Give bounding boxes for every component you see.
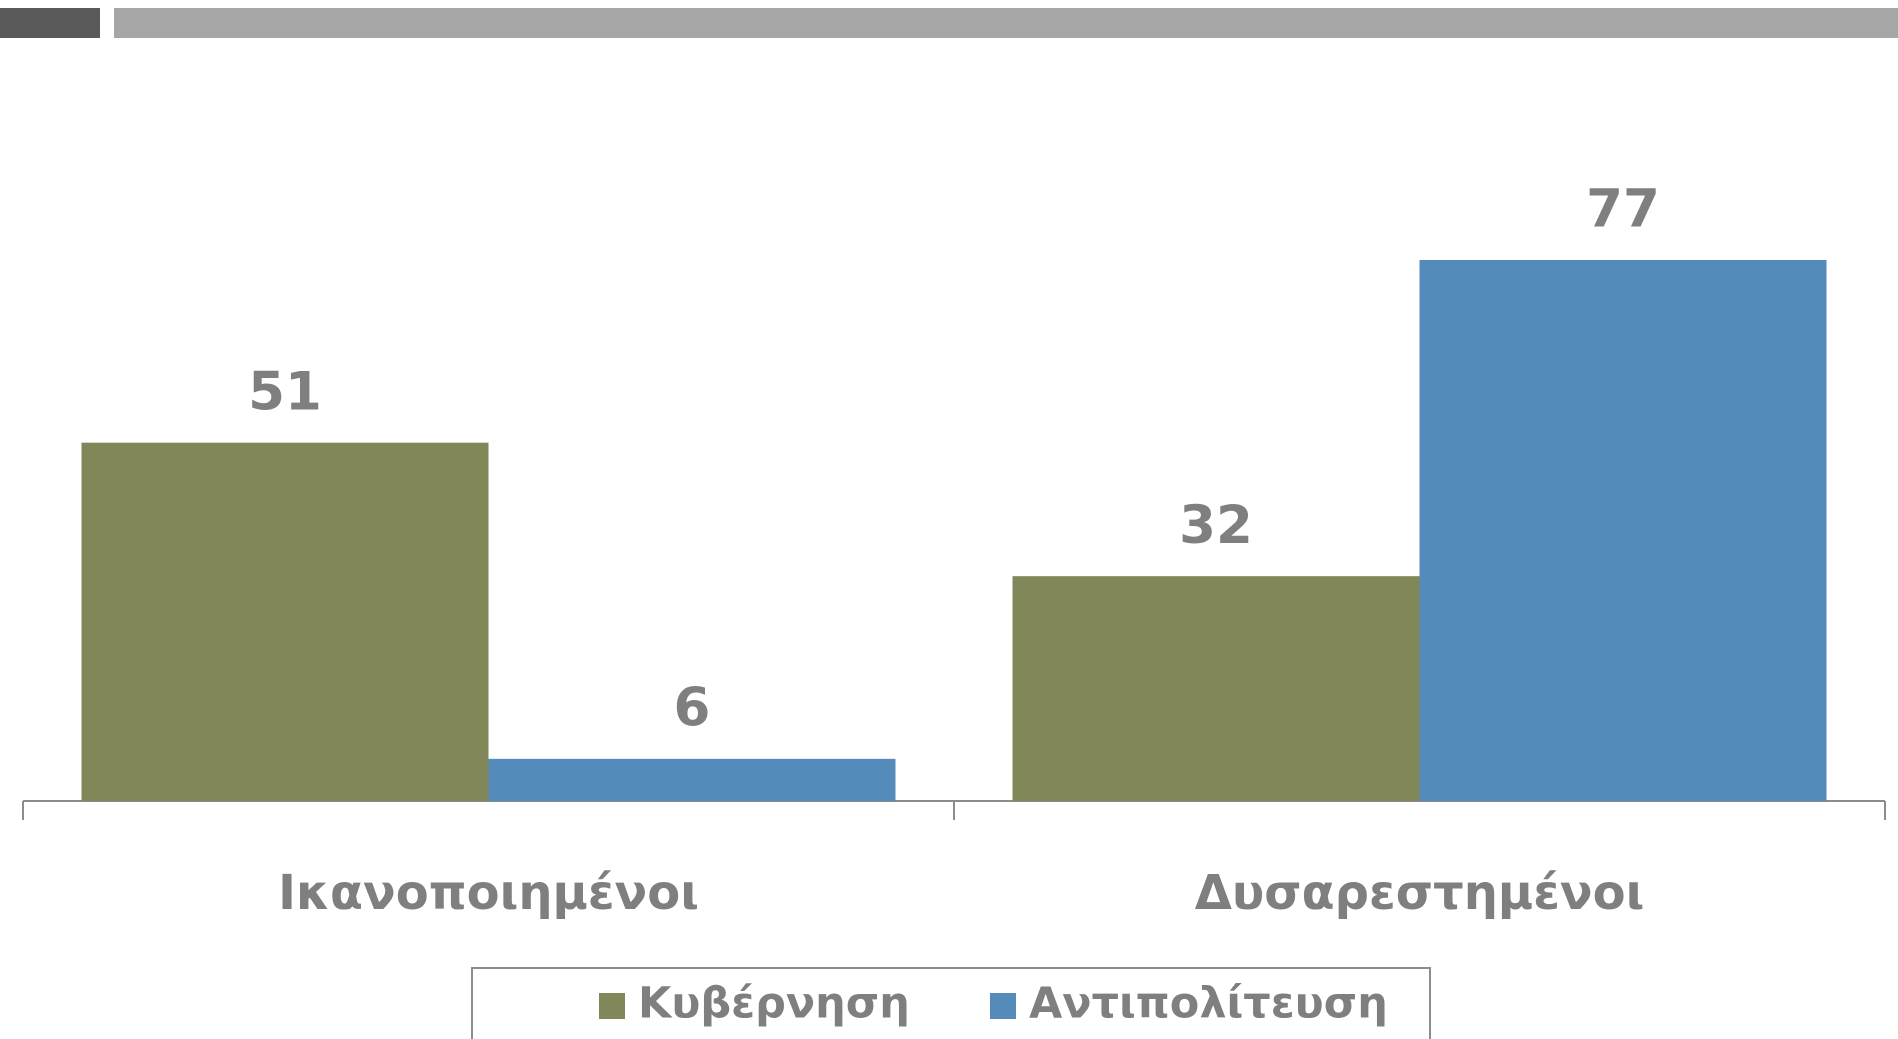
legend-label: Αντιπολίτευση [1029,979,1388,1029]
data-label: 32 [1179,495,1253,556]
bar [1012,576,1420,801]
header-accent [0,8,100,38]
data-label: 51 [248,361,322,422]
header-bar [114,8,1898,38]
x-tick-label: Ικανοποιημένοι [278,865,699,921]
data-label: 6 [674,677,711,738]
legend-swatch [990,993,1016,1019]
legend-swatch [599,993,625,1019]
legend-box [471,967,1431,1039]
x-tick-label: Δυσαρεστημένοι [1195,865,1645,921]
bar [81,442,489,801]
data-label: 77 [1586,179,1660,240]
bar [1419,260,1827,801]
legend-label: Κυβέρνηση [638,979,910,1029]
bar [488,758,896,801]
